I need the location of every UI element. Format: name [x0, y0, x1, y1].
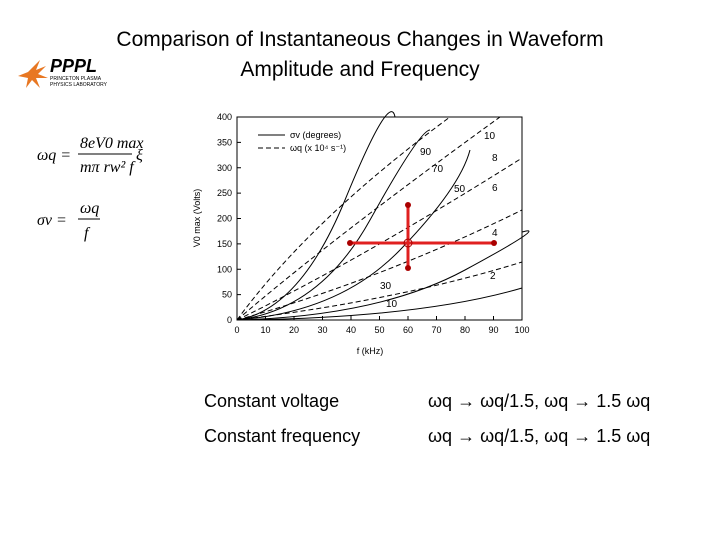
x-axis-label: f (kHz): [357, 346, 384, 356]
x-tick-label: 90: [488, 325, 498, 335]
chart: σv (degrees) ωq (x 10⁴ s⁻¹) 10 30 50 70 …: [192, 111, 530, 356]
title-line: Comparison of Instantaneous Changes in W…: [116, 28, 603, 51]
x-tick-label: 50: [374, 325, 384, 335]
curve-label: 90: [420, 147, 432, 158]
dashed-curve: [236, 116, 451, 321]
solid-curve: [236, 129, 431, 321]
curves: [236, 111, 530, 321]
dashed-curve: [236, 116, 501, 321]
x-tick-label: 10: [260, 325, 270, 335]
curve-label: 2: [490, 271, 496, 282]
curve-label: 6: [492, 183, 498, 194]
x-tick-label: 20: [289, 325, 299, 335]
equation: ωq = 8eV0 max mπ rw² f ξ σv = ωq f: [37, 135, 144, 242]
y-tick-label: 350: [217, 137, 232, 147]
legend-entry: ωq (x 10⁴ s⁻¹): [290, 143, 346, 153]
curve-label: 30: [380, 281, 392, 292]
curve-label: 10: [484, 131, 496, 142]
solid-curve: [236, 149, 471, 321]
row-label: Constant frequency: [204, 426, 360, 446]
dashed-curve: [236, 261, 523, 321]
legend-entry: σv (degrees): [290, 130, 341, 140]
title-line: Amplitude and Frequency: [240, 58, 480, 81]
x-tick-label: 70: [431, 325, 441, 335]
x-tick-label: 0: [234, 325, 239, 335]
curve-label: 10: [386, 299, 398, 310]
y-tick-label: 100: [217, 264, 232, 274]
eq-num: 8eV0 max: [80, 135, 144, 152]
y-tick-label: 400: [217, 112, 232, 122]
row-label: Constant voltage: [204, 391, 339, 411]
logo: PPPL PRINCETON PLASMA PHYSICS LABORATORY: [18, 56, 108, 88]
row-value: ωq → ωq/1.5, ωq → 1.5 ωq: [428, 391, 650, 411]
logo-sub: PHYSICS LABORATORY: [50, 82, 108, 88]
row-value: ωq → ωq/1.5, ωq → 1.5 ωq: [428, 426, 650, 446]
curve-label: 50: [454, 184, 466, 195]
y-tick-label: 150: [217, 239, 232, 249]
x-tick-label: 40: [346, 325, 356, 335]
y-axis-label: V0 max (Volts): [192, 189, 202, 248]
curve-label: 70: [432, 164, 444, 175]
y-tick-label: 300: [217, 163, 232, 173]
x-tick-label: 80: [460, 325, 470, 335]
eq-num: ωq: [80, 200, 99, 217]
eq-lhs: σv =: [37, 212, 67, 229]
eq-den: mπ rw² f: [80, 159, 136, 176]
x-tick-label: 60: [403, 325, 413, 335]
y-tick-label: 250: [217, 188, 232, 198]
y-tick-label: 50: [222, 290, 232, 300]
solid-curve: [236, 230, 530, 321]
dashed-curve: [236, 209, 523, 321]
x-tick-label: 30: [317, 325, 327, 335]
y-tick-label: 200: [217, 214, 232, 224]
eq-lhs: ωq =: [37, 147, 71, 164]
x-tick-label: 100: [514, 325, 529, 335]
logo-sub: PRINCETON PLASMA: [50, 76, 102, 82]
y-tick-label: 0: [227, 315, 232, 325]
solid-curve: [236, 287, 523, 321]
eq-factor: ξ: [136, 147, 143, 164]
dashed-curve: [236, 157, 523, 321]
solid-curve: [236, 111, 396, 321]
red-cross: [347, 202, 497, 271]
eq-den: f: [84, 225, 91, 242]
curve-label: 8: [492, 153, 498, 164]
logo-text: PPPL: [50, 56, 97, 76]
curve-label: 4: [492, 228, 498, 239]
